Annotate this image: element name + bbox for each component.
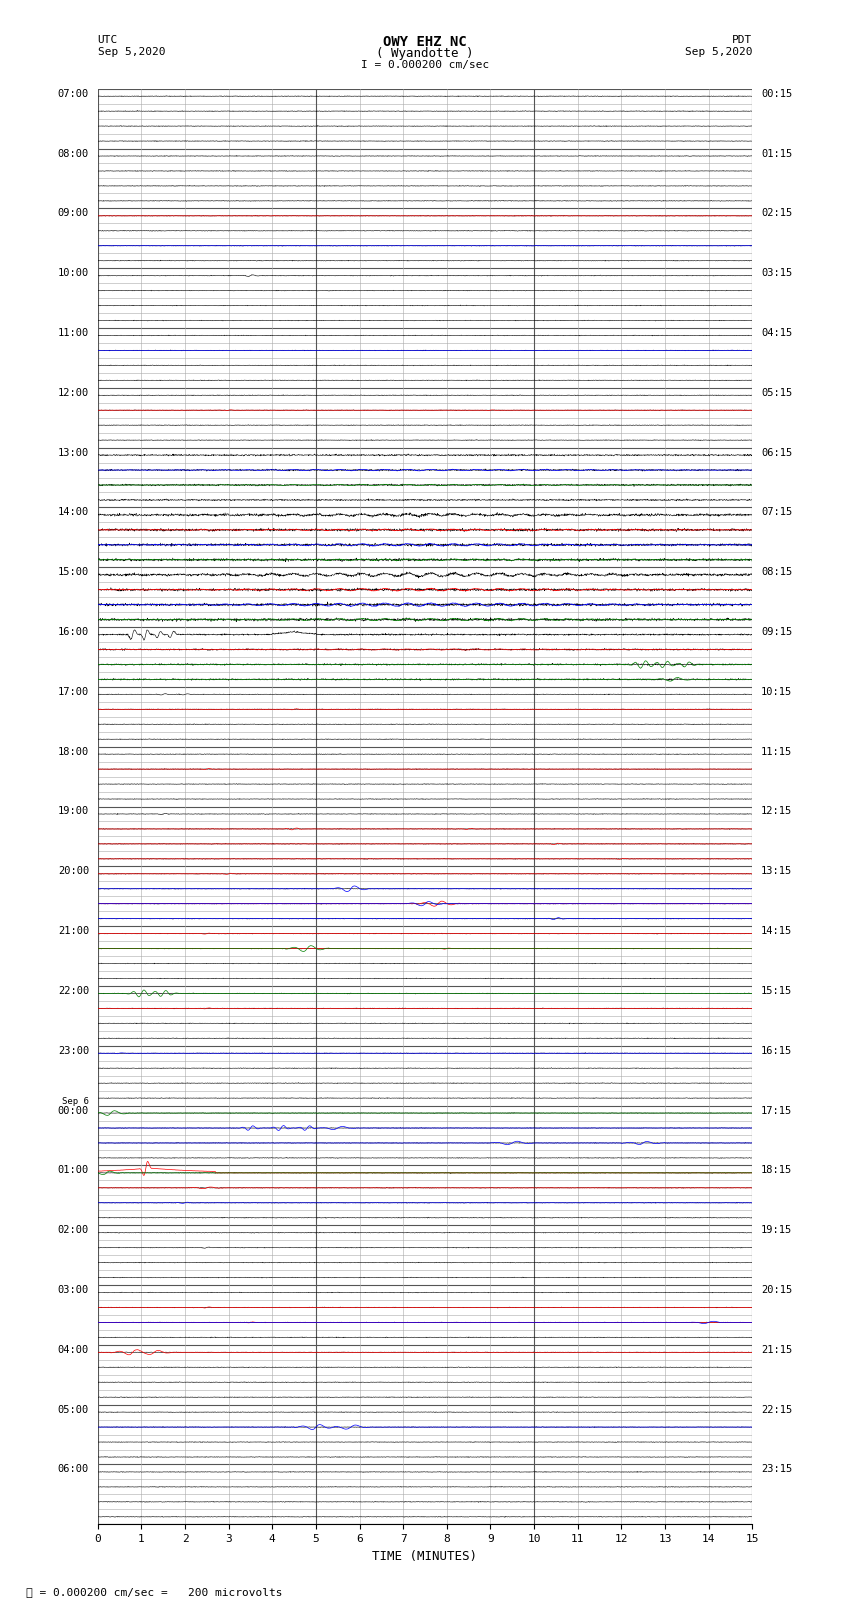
Text: OWY EHZ NC: OWY EHZ NC xyxy=(383,35,467,50)
Text: 05:15: 05:15 xyxy=(761,387,792,398)
Text: 11:15: 11:15 xyxy=(761,747,792,756)
Text: UTC: UTC xyxy=(98,35,118,45)
Text: 01:15: 01:15 xyxy=(761,148,792,158)
Text: 13:00: 13:00 xyxy=(58,448,89,458)
Text: 02:15: 02:15 xyxy=(761,208,792,218)
Text: 23:15: 23:15 xyxy=(761,1465,792,1474)
Text: 06:15: 06:15 xyxy=(761,448,792,458)
Text: 16:15: 16:15 xyxy=(761,1045,792,1057)
Text: 05:00: 05:00 xyxy=(58,1405,89,1415)
Text: 07:00: 07:00 xyxy=(58,89,89,98)
Text: 00:15: 00:15 xyxy=(761,89,792,98)
Text: 03:15: 03:15 xyxy=(761,268,792,277)
Text: 08:00: 08:00 xyxy=(58,148,89,158)
Text: 20:15: 20:15 xyxy=(761,1286,792,1295)
X-axis label: TIME (MINUTES): TIME (MINUTES) xyxy=(372,1550,478,1563)
Text: 17:00: 17:00 xyxy=(58,687,89,697)
Text: Sep 5,2020: Sep 5,2020 xyxy=(685,47,752,56)
Text: 10:00: 10:00 xyxy=(58,268,89,277)
Text: 04:00: 04:00 xyxy=(58,1345,89,1355)
Text: I = 0.000200 cm/sec: I = 0.000200 cm/sec xyxy=(361,60,489,69)
Text: 16:00: 16:00 xyxy=(58,627,89,637)
Text: 11:00: 11:00 xyxy=(58,327,89,339)
Text: 18:00: 18:00 xyxy=(58,747,89,756)
Text: Sep 6: Sep 6 xyxy=(62,1097,89,1105)
Text: 21:00: 21:00 xyxy=(58,926,89,936)
Text: 06:00: 06:00 xyxy=(58,1465,89,1474)
Text: 21:15: 21:15 xyxy=(761,1345,792,1355)
Text: 07:15: 07:15 xyxy=(761,508,792,518)
Text: 02:00: 02:00 xyxy=(58,1226,89,1236)
Text: 12:00: 12:00 xyxy=(58,387,89,398)
Text: 19:15: 19:15 xyxy=(761,1226,792,1236)
Text: ( Wyandotte ): ( Wyandotte ) xyxy=(377,47,473,60)
Text: ⎯ = 0.000200 cm/sec =   200 microvolts: ⎯ = 0.000200 cm/sec = 200 microvolts xyxy=(26,1587,282,1597)
Text: 04:15: 04:15 xyxy=(761,327,792,339)
Text: 15:00: 15:00 xyxy=(58,568,89,577)
Text: 22:15: 22:15 xyxy=(761,1405,792,1415)
Text: PDT: PDT xyxy=(732,35,752,45)
Text: 15:15: 15:15 xyxy=(761,986,792,995)
Text: 23:00: 23:00 xyxy=(58,1045,89,1057)
Text: 09:15: 09:15 xyxy=(761,627,792,637)
Text: 01:00: 01:00 xyxy=(58,1165,89,1176)
Text: 10:15: 10:15 xyxy=(761,687,792,697)
Text: 14:15: 14:15 xyxy=(761,926,792,936)
Text: 12:15: 12:15 xyxy=(761,806,792,816)
Text: 03:00: 03:00 xyxy=(58,1286,89,1295)
Text: 18:15: 18:15 xyxy=(761,1165,792,1176)
Text: 22:00: 22:00 xyxy=(58,986,89,995)
Text: 14:00: 14:00 xyxy=(58,508,89,518)
Text: 19:00: 19:00 xyxy=(58,806,89,816)
Text: 20:00: 20:00 xyxy=(58,866,89,876)
Text: 13:15: 13:15 xyxy=(761,866,792,876)
Text: 09:00: 09:00 xyxy=(58,208,89,218)
Text: 08:15: 08:15 xyxy=(761,568,792,577)
Text: 17:15: 17:15 xyxy=(761,1105,792,1116)
Text: 00:00: 00:00 xyxy=(58,1105,89,1116)
Text: Sep 5,2020: Sep 5,2020 xyxy=(98,47,165,56)
